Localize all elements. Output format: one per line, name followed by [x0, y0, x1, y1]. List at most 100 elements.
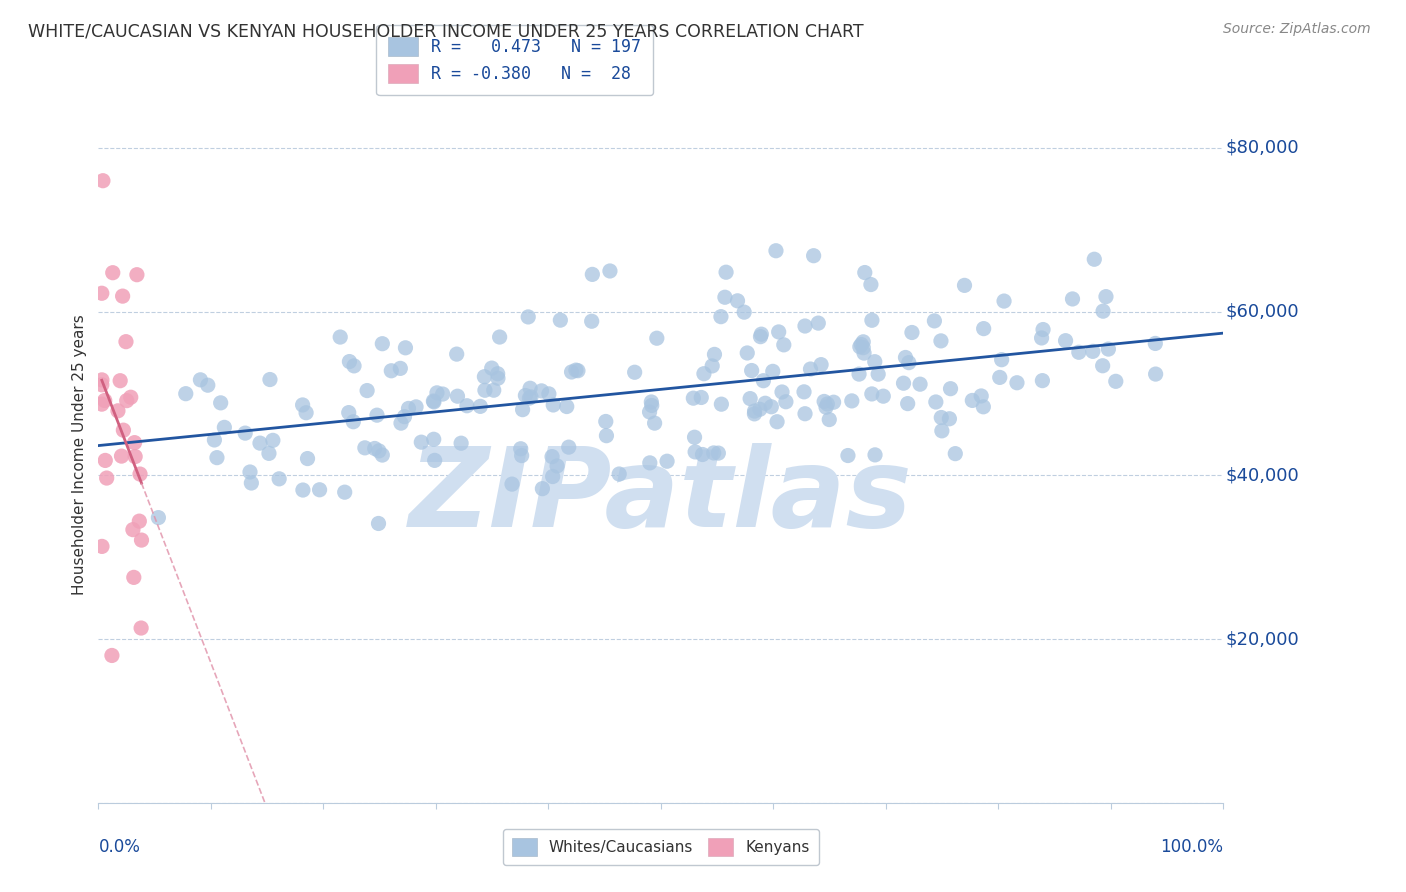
Point: [101, 648, 124, 663]
Point: [1095, 290, 1118, 304]
Point: [423, 395, 446, 409]
Point: [481, 361, 503, 376]
Point: [740, 392, 762, 406]
Point: [131, 533, 153, 547]
Point: [240, 476, 263, 491]
Point: [1031, 374, 1053, 388]
Point: [859, 277, 882, 292]
Point: [519, 381, 541, 395]
Point: [929, 410, 952, 425]
Point: [714, 290, 737, 304]
Point: [853, 266, 876, 280]
Point: [371, 448, 394, 462]
Point: [422, 394, 444, 409]
Point: [962, 393, 984, 408]
Point: [426, 385, 449, 400]
Point: [329, 330, 352, 344]
Point: [343, 359, 366, 373]
Point: [1144, 336, 1167, 351]
Point: [744, 404, 766, 418]
Point: [1083, 252, 1105, 267]
Point: [333, 485, 356, 500]
Point: [752, 374, 775, 388]
Point: [897, 396, 920, 410]
Point: [645, 331, 668, 345]
Point: [354, 441, 377, 455]
Point: [91, 174, 114, 188]
Point: [1032, 322, 1054, 336]
Point: [741, 363, 763, 377]
Point: [1097, 342, 1119, 356]
Point: [815, 401, 838, 415]
Point: [356, 384, 378, 398]
Point: [868, 367, 890, 381]
Point: [291, 483, 314, 497]
Point: [308, 483, 330, 497]
Point: [259, 372, 281, 386]
Point: [371, 336, 394, 351]
Point: [565, 363, 588, 377]
Point: [908, 377, 931, 392]
Point: [389, 416, 412, 430]
Point: [470, 400, 492, 414]
Point: [366, 408, 388, 422]
Point: [1105, 374, 1128, 388]
Point: [129, 467, 152, 481]
Point: [112, 423, 135, 437]
Point: [432, 387, 454, 401]
Point: [411, 435, 433, 450]
Point: [925, 395, 948, 409]
Point: [90, 397, 112, 411]
Point: [703, 446, 725, 460]
Text: 100.0%: 100.0%: [1160, 838, 1223, 855]
Point: [772, 338, 794, 352]
Point: [851, 337, 873, 351]
Point: [122, 523, 145, 537]
Point: [595, 415, 617, 429]
Point: [174, 386, 197, 401]
Point: [1062, 292, 1084, 306]
Point: [1091, 359, 1114, 373]
Point: [115, 393, 138, 408]
Point: [943, 447, 966, 461]
Point: [972, 400, 994, 414]
Point: [924, 314, 946, 328]
Point: [91, 540, 114, 554]
Point: [929, 334, 952, 348]
Point: [367, 516, 389, 531]
Point: [815, 397, 838, 411]
Point: [860, 313, 883, 327]
Point: [450, 436, 472, 450]
Point: [813, 394, 835, 409]
Point: [561, 365, 583, 379]
Point: [793, 384, 815, 399]
Point: [389, 361, 412, 376]
Point: [94, 453, 117, 467]
Point: [770, 384, 793, 399]
Point: [398, 401, 420, 416]
Point: [823, 395, 845, 409]
Point: [110, 449, 132, 463]
Point: [595, 428, 617, 442]
Point: [754, 396, 776, 410]
Text: Source: ZipAtlas.com: Source: ZipAtlas.com: [1223, 22, 1371, 37]
Point: [744, 407, 766, 421]
Point: [860, 387, 883, 401]
Point: [474, 384, 496, 398]
Point: [893, 376, 915, 391]
Point: [488, 330, 510, 344]
Point: [714, 265, 737, 279]
Point: [799, 362, 821, 376]
Point: [567, 364, 589, 378]
Point: [794, 407, 817, 421]
Point: [852, 334, 875, 349]
Point: [107, 404, 129, 418]
Point: [129, 621, 152, 635]
Point: [749, 329, 772, 343]
Point: [749, 327, 772, 342]
Point: [501, 477, 523, 491]
Point: [973, 321, 995, 335]
Point: [291, 398, 314, 412]
Point: [735, 346, 758, 360]
Point: [456, 399, 478, 413]
